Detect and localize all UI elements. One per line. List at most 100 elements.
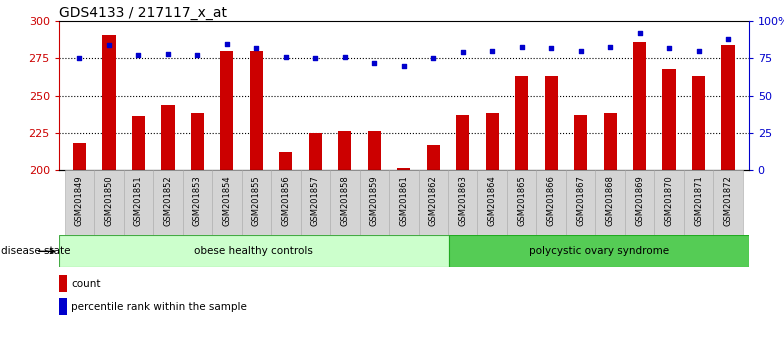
Bar bbox=[124, 170, 153, 235]
Point bbox=[575, 48, 587, 54]
Bar bbox=[65, 170, 94, 235]
Text: GSM201858: GSM201858 bbox=[340, 175, 350, 226]
Bar bbox=[338, 131, 351, 170]
Text: GSM201853: GSM201853 bbox=[193, 175, 201, 226]
Bar bbox=[132, 116, 145, 170]
Bar bbox=[662, 69, 676, 170]
Bar bbox=[220, 51, 234, 170]
Point bbox=[604, 44, 616, 49]
Point bbox=[545, 45, 557, 51]
Bar bbox=[684, 170, 713, 235]
Point bbox=[250, 45, 263, 51]
Text: GSM201865: GSM201865 bbox=[517, 175, 526, 226]
Text: GSM201870: GSM201870 bbox=[665, 175, 673, 226]
Bar bbox=[692, 76, 706, 170]
Bar bbox=[595, 170, 625, 235]
Bar bbox=[655, 170, 684, 235]
Bar bbox=[448, 170, 477, 235]
Bar bbox=[300, 170, 330, 235]
Bar bbox=[191, 113, 204, 170]
Text: GSM201861: GSM201861 bbox=[399, 175, 408, 226]
Bar bbox=[279, 152, 292, 170]
Bar bbox=[633, 42, 646, 170]
Bar bbox=[59, 275, 67, 292]
Bar bbox=[271, 170, 300, 235]
Bar bbox=[515, 76, 528, 170]
Bar bbox=[507, 170, 536, 235]
Text: GSM201850: GSM201850 bbox=[104, 175, 114, 226]
Text: GSM201854: GSM201854 bbox=[223, 175, 231, 226]
Bar bbox=[241, 170, 271, 235]
Text: GSM201867: GSM201867 bbox=[576, 175, 585, 226]
Point bbox=[191, 53, 204, 58]
Bar bbox=[485, 113, 499, 170]
Point bbox=[397, 63, 410, 69]
Bar bbox=[397, 169, 410, 170]
Text: GDS4133 / 217117_x_at: GDS4133 / 217117_x_at bbox=[59, 6, 227, 20]
Bar bbox=[183, 170, 212, 235]
Point bbox=[633, 30, 646, 36]
Point bbox=[132, 53, 145, 58]
Text: polycystic ovary syndrome: polycystic ovary syndrome bbox=[528, 246, 669, 256]
Text: disease state: disease state bbox=[1, 246, 71, 256]
Point bbox=[220, 41, 233, 46]
Bar bbox=[360, 170, 389, 235]
Point bbox=[368, 60, 380, 66]
Text: GSM201856: GSM201856 bbox=[281, 175, 290, 226]
Text: GSM201849: GSM201849 bbox=[75, 175, 84, 226]
Bar bbox=[574, 115, 587, 170]
Bar bbox=[477, 170, 507, 235]
Point bbox=[280, 54, 292, 60]
Point bbox=[515, 44, 528, 49]
Text: GSM201864: GSM201864 bbox=[488, 175, 497, 226]
Bar bbox=[212, 170, 241, 235]
Text: GSM201868: GSM201868 bbox=[606, 175, 615, 226]
Bar bbox=[419, 170, 448, 235]
Point bbox=[456, 50, 469, 55]
Bar bbox=[721, 45, 735, 170]
Text: GSM201859: GSM201859 bbox=[370, 175, 379, 226]
Point bbox=[427, 56, 440, 61]
Text: GSM201855: GSM201855 bbox=[252, 175, 261, 226]
Text: GSM201863: GSM201863 bbox=[458, 175, 467, 226]
Bar bbox=[604, 113, 617, 170]
Text: GSM201852: GSM201852 bbox=[163, 175, 172, 226]
Bar bbox=[153, 170, 183, 235]
Text: percentile rank within the sample: percentile rank within the sample bbox=[71, 302, 247, 312]
Text: GSM201872: GSM201872 bbox=[724, 175, 732, 226]
Bar bbox=[448, 235, 749, 267]
Point bbox=[722, 36, 735, 42]
Text: GSM201862: GSM201862 bbox=[429, 175, 437, 226]
Bar bbox=[59, 235, 448, 267]
Point bbox=[662, 45, 675, 51]
Bar bbox=[73, 143, 86, 170]
Text: GSM201851: GSM201851 bbox=[134, 175, 143, 226]
Text: obese healthy controls: obese healthy controls bbox=[194, 246, 314, 256]
Bar bbox=[59, 298, 67, 314]
Bar bbox=[625, 170, 655, 235]
Text: count: count bbox=[71, 279, 101, 289]
Point bbox=[486, 48, 499, 54]
Text: GSM201857: GSM201857 bbox=[310, 175, 320, 226]
Bar bbox=[368, 131, 381, 170]
Bar bbox=[250, 51, 263, 170]
Bar bbox=[566, 170, 595, 235]
Text: GSM201871: GSM201871 bbox=[694, 175, 703, 226]
Bar bbox=[545, 76, 557, 170]
Text: GSM201866: GSM201866 bbox=[546, 175, 556, 226]
Bar bbox=[536, 170, 566, 235]
Bar bbox=[102, 35, 115, 170]
Bar bbox=[162, 104, 175, 170]
Point bbox=[103, 42, 115, 48]
Text: GSM201869: GSM201869 bbox=[635, 175, 644, 226]
Bar bbox=[309, 133, 322, 170]
Point bbox=[73, 56, 85, 61]
Bar bbox=[426, 145, 440, 170]
Bar bbox=[330, 170, 360, 235]
Point bbox=[162, 51, 174, 57]
Point bbox=[692, 48, 705, 54]
Bar bbox=[389, 170, 419, 235]
Bar bbox=[713, 170, 742, 235]
Point bbox=[339, 54, 351, 60]
Point bbox=[309, 56, 321, 61]
